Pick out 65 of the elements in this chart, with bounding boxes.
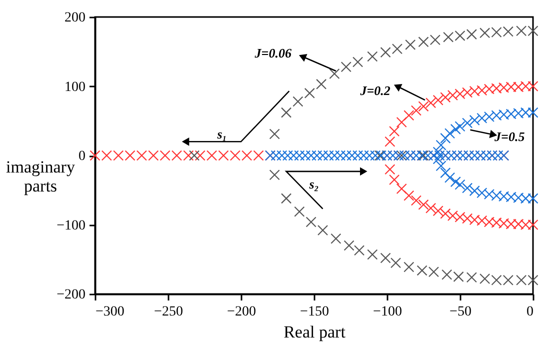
- y-tick-label: 0: [78, 149, 86, 164]
- x-tick-label: 0: [526, 304, 534, 320]
- point: [269, 128, 280, 140]
- point: [502, 26, 514, 37]
- point: [306, 216, 316, 228]
- point: [392, 44, 403, 54]
- point: [188, 150, 200, 161]
- point: [329, 68, 340, 80]
- y-tick-label: −200: [56, 288, 86, 302]
- point: [380, 252, 391, 264]
- point: [480, 273, 490, 284]
- annotation: J=0.06: [254, 46, 292, 61]
- point: [491, 274, 502, 286]
- annotation: J=0.5: [494, 128, 526, 144]
- point: [367, 249, 378, 260]
- x-tick-label: −150: [300, 304, 329, 320]
- point: [396, 150, 407, 161]
- point: [416, 265, 428, 276]
- point: [380, 47, 391, 58]
- y-tick-label: 100: [64, 80, 86, 95]
- x-tick-label: −300: [96, 304, 124, 320]
- annotation: J=0.2: [359, 83, 391, 98]
- point: [280, 107, 292, 118]
- point: [528, 274, 538, 286]
- y-tick-label: −100: [56, 218, 86, 234]
- y-axis-title: imaginary parts: [6, 158, 76, 196]
- point: [269, 170, 280, 180]
- point: [528, 26, 538, 36]
- point: [491, 26, 502, 38]
- point: [340, 62, 352, 72]
- x-tick-label: −100: [373, 304, 402, 320]
- point: [292, 96, 304, 107]
- point: [428, 266, 440, 278]
- point: [430, 34, 440, 46]
- point: [344, 240, 354, 251]
- point: [466, 29, 477, 40]
- point: [502, 274, 514, 286]
- point: [442, 269, 452, 280]
- x-tick-label: −250: [154, 304, 183, 320]
- y-tick-label: 200: [64, 10, 86, 26]
- point: [443, 32, 454, 42]
- x-tick-label: −50: [450, 304, 472, 320]
- annotation: s₂: [308, 176, 319, 192]
- point: [453, 271, 464, 282]
- x-axis-title: Real part: [284, 322, 346, 342]
- point: [354, 245, 365, 256]
- point: [280, 193, 292, 204]
- point: [516, 26, 527, 36]
- point: [454, 30, 466, 41]
- point: [516, 274, 527, 286]
- point: [466, 272, 477, 283]
- point: [418, 36, 429, 48]
- point: [317, 224, 328, 236]
- point: [304, 88, 315, 98]
- annotation: s₁: [216, 126, 227, 142]
- point: [367, 51, 378, 62]
- point: [390, 258, 402, 268]
- point: [480, 28, 490, 38]
- point: [404, 262, 414, 272]
- point: [294, 206, 305, 217]
- x-tick-label: −200: [227, 304, 256, 320]
- point: [316, 78, 327, 90]
- point: [330, 233, 342, 244]
- point: [405, 39, 416, 50]
- point: [352, 56, 364, 68]
